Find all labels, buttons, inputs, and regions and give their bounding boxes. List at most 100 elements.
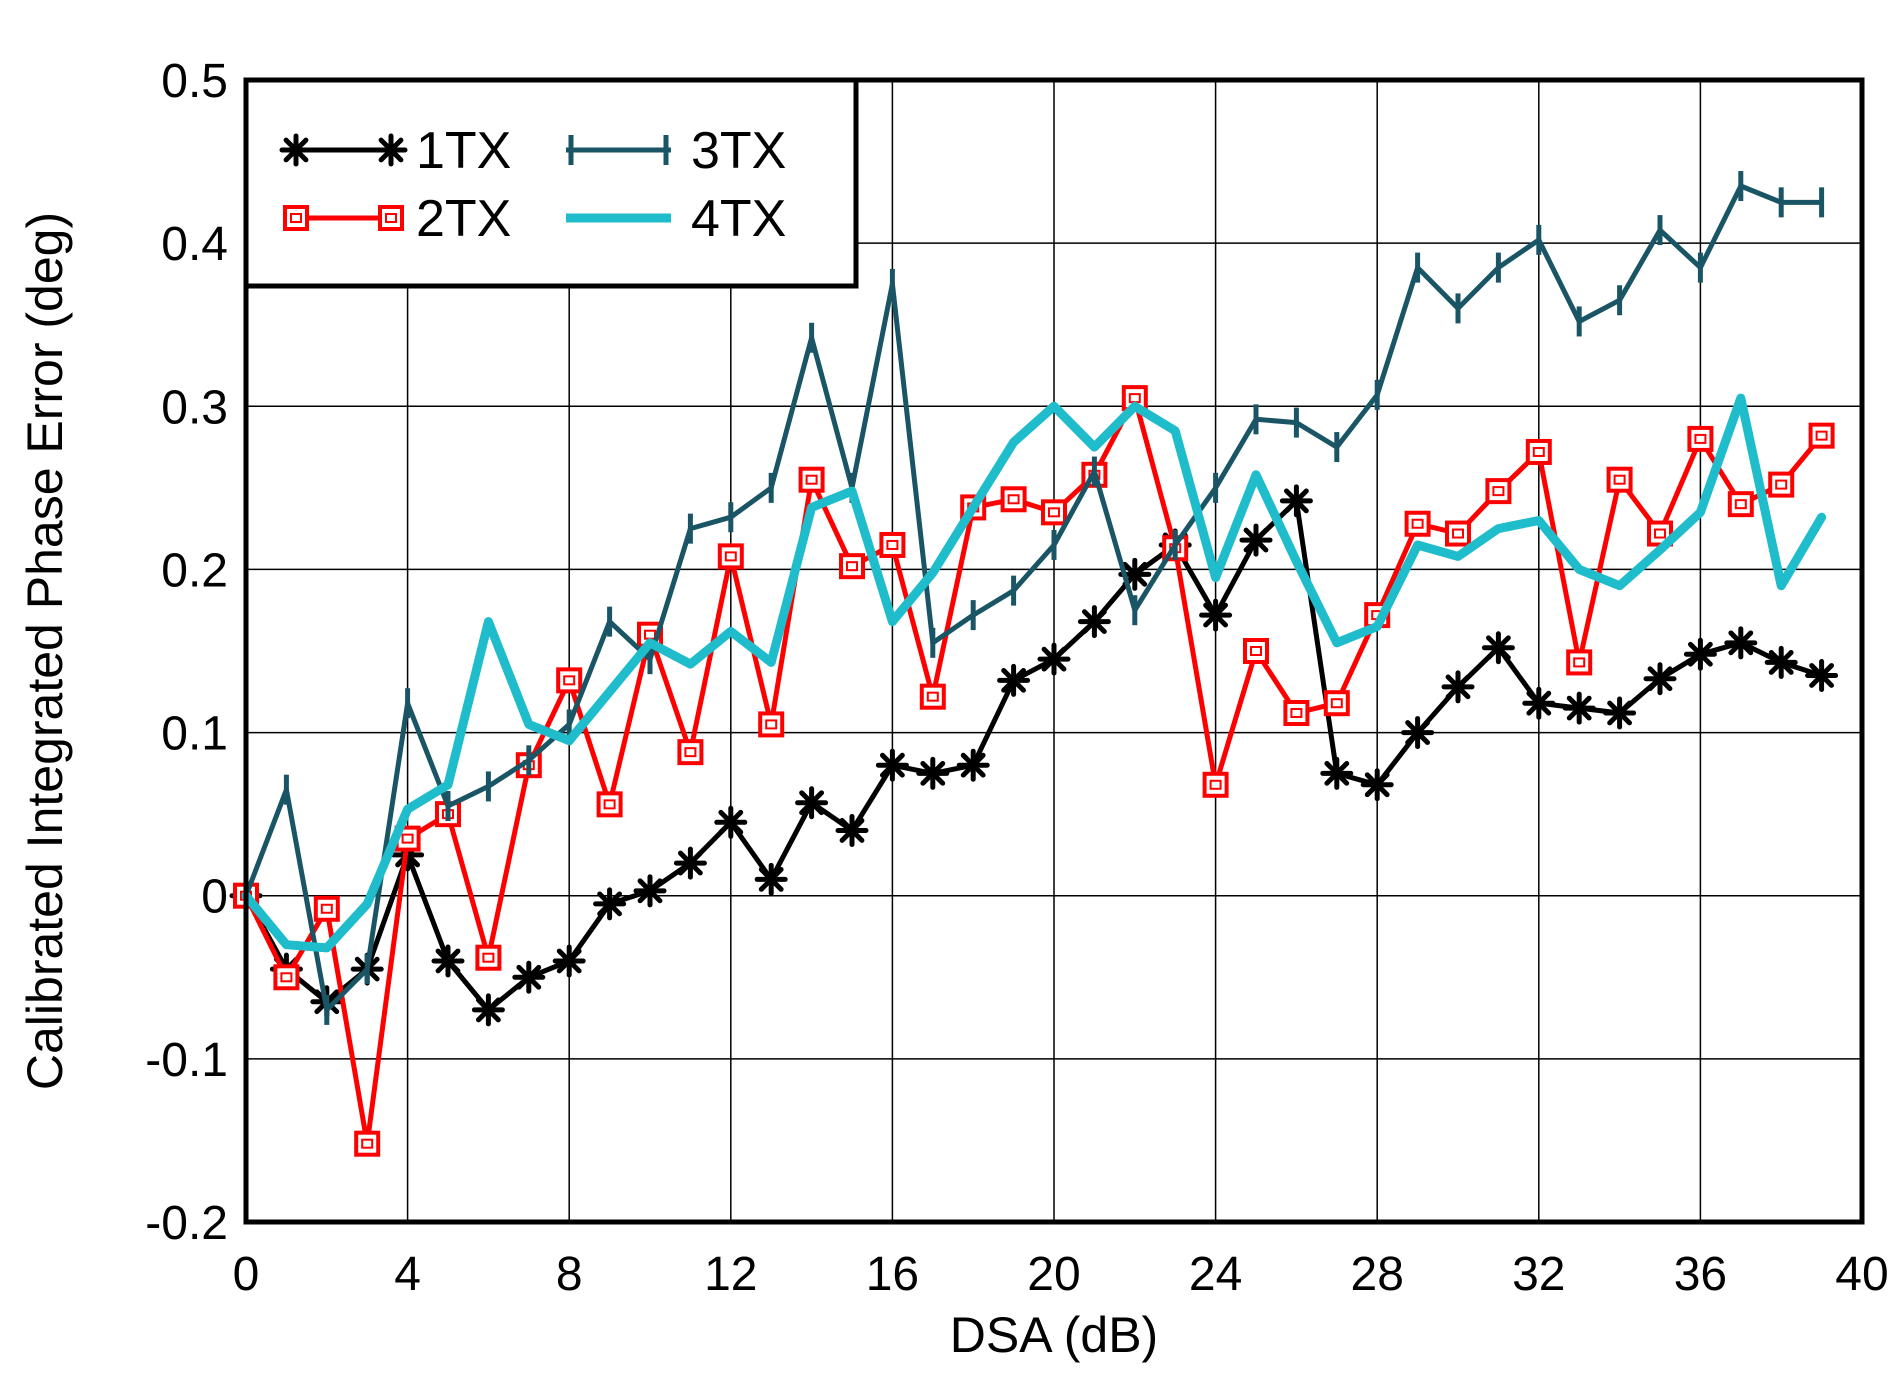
legend-label: 2TX [416, 190, 511, 248]
data-point [1643, 662, 1677, 696]
y-tick-label: 0.4 [161, 218, 228, 271]
data-point [596, 791, 623, 818]
data-point [1687, 425, 1714, 452]
data-point [313, 895, 340, 922]
data-point [1485, 478, 1512, 505]
data-point [714, 805, 748, 839]
legend-box [243, 77, 859, 289]
data-point [1401, 716, 1435, 750]
data-point [1320, 756, 1354, 790]
data-point [997, 663, 1031, 697]
data-point [1243, 638, 1269, 664]
data-point [556, 667, 583, 694]
y-tick-label: -0.2 [145, 1197, 228, 1250]
y-tick-label: 0 [201, 871, 228, 924]
data-point [471, 993, 505, 1027]
data-point [673, 846, 707, 880]
data-point [956, 748, 990, 782]
data-point [1606, 466, 1633, 493]
data-point [1522, 686, 1556, 720]
data-point [1727, 491, 1754, 518]
data-point [431, 944, 465, 978]
data-point [1768, 471, 1795, 498]
data-point [283, 205, 309, 231]
data-point [1323, 690, 1350, 717]
series-2TX [233, 385, 1835, 1157]
data-point [1279, 484, 1313, 518]
data-point [1239, 523, 1273, 557]
legend-entry-1TX: 1TX [279, 122, 511, 180]
plot-frame [243, 77, 1865, 1225]
y-tick-label: -0.1 [145, 1034, 228, 1087]
data-point [273, 964, 300, 991]
x-tick-label: 36 [1674, 1248, 1727, 1301]
data-point [795, 786, 829, 820]
data-point [1037, 642, 1071, 676]
data-point [1077, 605, 1111, 639]
x-tick-label: 20 [1027, 1248, 1080, 1301]
data-point [354, 1130, 381, 1157]
x-tick-label: 40 [1835, 1248, 1888, 1301]
x-tick-label: 24 [1189, 1248, 1242, 1301]
series-line [241, 393, 1827, 953]
data-point [1283, 699, 1310, 726]
data-point [1566, 649, 1593, 676]
series-4TX [241, 393, 1827, 953]
data-point [1808, 422, 1835, 449]
legend-label: 4TX [691, 190, 786, 248]
y-tick-label: 0.3 [161, 381, 228, 434]
data-point [798, 466, 825, 493]
series-line [243, 498, 1825, 1013]
data-point [717, 543, 744, 570]
legend-label: 1TX [416, 122, 511, 180]
data-point [378, 205, 404, 231]
x-tick-label: 4 [394, 1248, 421, 1301]
data-point [758, 711, 785, 738]
data-point [1562, 691, 1596, 725]
data-point [279, 133, 313, 167]
x-tick-label: 32 [1512, 1248, 1565, 1301]
x-tick-label: 28 [1351, 1248, 1404, 1301]
series-line [243, 395, 1825, 1147]
data-point [633, 874, 667, 908]
data-point [916, 756, 950, 790]
data-point [1360, 768, 1394, 802]
data-point [512, 960, 546, 994]
data-point [1764, 645, 1798, 679]
x-tick-label: 12 [704, 1248, 757, 1301]
data-point [677, 739, 704, 766]
legend-entry-4TX: 4TX [566, 190, 786, 248]
tick-labels: 0 4 8 12 16 20 24 28 32 36 40 -0.2 -0.1 0 0.1 0.2 0.3 0.4… [145, 55, 1888, 1301]
data-point [1404, 510, 1431, 537]
y-tick-label: 0.2 [161, 544, 228, 597]
data-point [1202, 771, 1229, 798]
data-point [593, 887, 627, 921]
legend-entry-3TX: 3TX [566, 122, 786, 180]
data-point [919, 683, 946, 710]
data-point [1041, 499, 1067, 526]
y-tick-label: 0.1 [161, 708, 228, 761]
data-point [1441, 670, 1475, 704]
data-point [475, 944, 502, 971]
data-point [374, 133, 408, 167]
data-point [1199, 598, 1233, 632]
data-point [1000, 486, 1027, 513]
data-point [754, 862, 788, 896]
legend-label: 3TX [691, 122, 786, 180]
data-point [1445, 520, 1471, 547]
x-axis-label: DSA (dB) [950, 1307, 1158, 1363]
series-line [243, 183, 1825, 1013]
data-point [552, 944, 586, 978]
series-3TX [243, 171, 1825, 1025]
data-point [1724, 626, 1758, 660]
y-axis-label: Calibrated Integrated Phase Error (deg) [17, 212, 73, 1090]
data-point [839, 553, 865, 580]
x-tick-label: 8 [556, 1248, 583, 1301]
y-tick-label: 0.5 [161, 55, 228, 108]
data-point [1603, 696, 1637, 730]
series-lines [229, 171, 1839, 1157]
x-tick-label: 16 [866, 1248, 919, 1301]
data-point [1481, 631, 1515, 665]
